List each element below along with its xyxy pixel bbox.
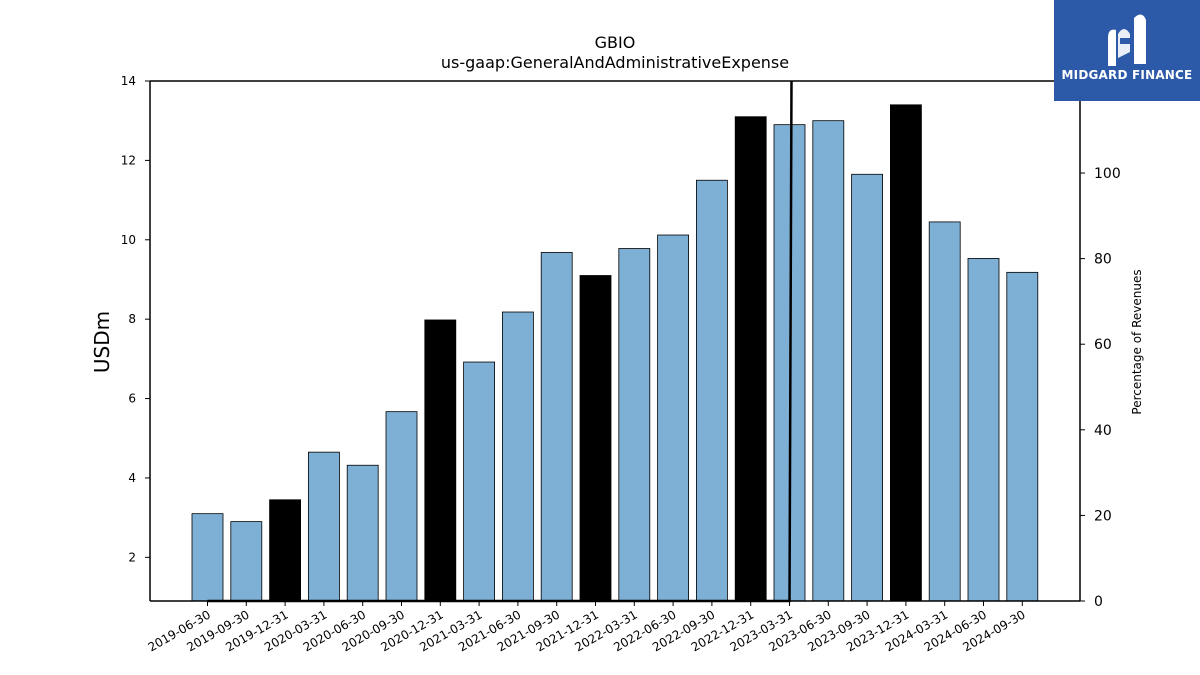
brand-name: MIDGARD FINANCE: [1061, 68, 1193, 82]
y-axis-right-label: Percentage of Revenues: [1130, 269, 1144, 414]
axes-group: [149, 80, 1081, 602]
bar-2024-06-30: [967, 258, 1000, 602]
y-right-tick-label: 20: [1094, 508, 1112, 524]
x-ticks: 2019-06-302019-09-302019-12-312020-03-31…: [146, 601, 1028, 654]
y-axis-label: USDm: [90, 311, 114, 373]
bar-2021-09-30: [540, 252, 573, 602]
bar-2023-06-30: [812, 120, 845, 602]
y-ticks-left: 2 4 6 8 10 12 14: [121, 74, 150, 564]
y-tick-label: 6: [128, 392, 136, 406]
bar-2024-09-30: [1006, 271, 1039, 602]
y-right-tick-label: 0: [1094, 594, 1103, 610]
y-tick-label: 2: [128, 550, 136, 564]
bar-2022-09-30: [696, 179, 728, 602]
bar-2021-12-31: [579, 275, 612, 602]
bar-2022-06-30: [657, 234, 689, 602]
chart-title: GBIO: [595, 33, 636, 52]
y-tick-label: 8: [128, 312, 136, 326]
y-tick-label: 12: [121, 153, 136, 167]
y-right-tick-label: 60: [1094, 337, 1112, 353]
y-tick-label: 10: [121, 233, 136, 247]
midgard-logo-icon: [1108, 14, 1146, 66]
bar-2019-12-31: [269, 499, 302, 602]
y-right-tick-label: 100: [1094, 166, 1121, 182]
bar-2020-09-30: [385, 411, 418, 602]
bar-2022-12-31: [734, 116, 767, 602]
bar-2020-03-31: [307, 451, 340, 602]
chart-subtitle: us-gaap:GeneralAndAdministrativeExpense: [441, 53, 789, 72]
bar-2023-12-31: [890, 104, 922, 602]
bar-2022-03-31: [618, 248, 651, 602]
bars-group: [191, 104, 1039, 602]
y-tick-label: 14: [121, 74, 136, 88]
bar-2021-06-30: [501, 311, 534, 602]
bar-2023-09-30: [851, 173, 883, 602]
y-ticks-right: 0 20 40 60 80 100: [1080, 166, 1121, 610]
bar-2020-06-30: [346, 464, 379, 602]
y-right-tick-label: 40: [1094, 423, 1112, 439]
y-right-tick-label: 80: [1094, 252, 1112, 268]
bar-2020-12-31: [424, 319, 457, 602]
bar-2019-09-30: [230, 521, 263, 602]
bar-2024-03-31: [928, 221, 961, 602]
bar-2019-06-30: [191, 513, 224, 602]
y-tick-label: 4: [128, 471, 136, 485]
brand-logo: MIDGARD FINANCE: [1054, 0, 1200, 101]
bar-2021-03-31: [463, 361, 496, 602]
